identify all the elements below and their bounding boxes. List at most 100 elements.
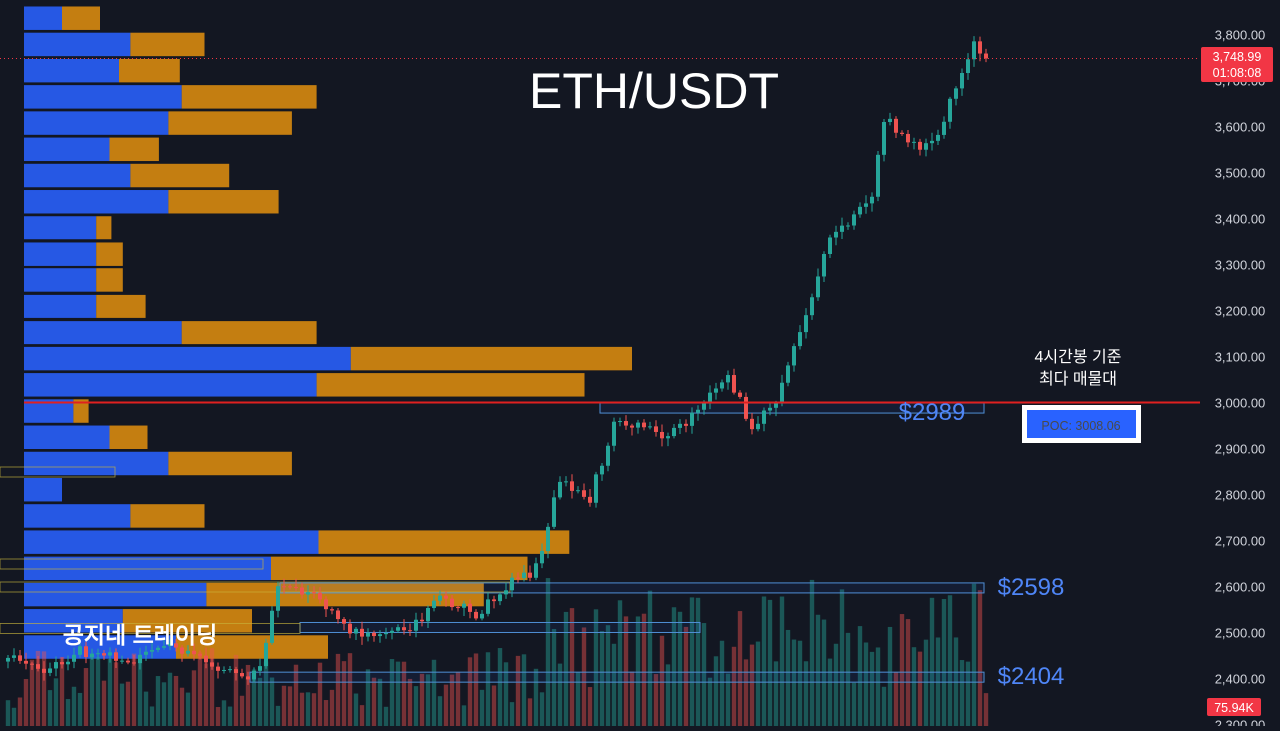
candle-body-139 [840,225,844,232]
volume-bar-125 [755,641,761,726]
y-tick-label: 3,400.00 [1215,212,1266,227]
volume-bar-76 [461,705,467,726]
candle-body-121 [732,375,736,393]
volume-bar-46 [281,685,287,726]
candle-body-135 [816,276,820,298]
volume-bar-51 [311,693,317,726]
volume-bar-121 [731,646,737,726]
volume-bar-61 [371,677,377,726]
volume-bar-6 [41,651,47,726]
candle-body-78 [474,611,478,619]
candle-body-76 [462,603,466,608]
poc-label-box[interactable]: POC: 3008.06 [1022,405,1141,443]
candle-body-25 [156,647,160,650]
volume-bar-120 [725,673,731,726]
yellow-level-1 [0,558,264,570]
candle-body-93 [564,481,568,483]
volume-bar-49 [299,692,305,726]
candle-body-92 [558,481,562,498]
candle-body-58 [354,628,358,634]
candle-body-66 [402,627,406,631]
candle-body-26 [162,646,166,648]
profile-down-bar-13 [350,346,632,371]
candle-body-161 [972,41,976,60]
candle-body-122 [738,392,742,397]
volume-bar-22 [137,658,143,726]
volume-bar-118 [713,656,719,726]
volume-bar-107 [647,590,653,726]
candle-body-114 [690,412,694,426]
level-label-2404: $2404 [998,663,1065,690]
volume-bar-50 [305,692,311,726]
volume-bar-7 [47,690,53,726]
volume-bar-143 [863,642,869,726]
countdown-text: 01:08:08 [1213,66,1262,80]
candle-body-158 [954,88,958,99]
volume-bar-66 [401,661,407,726]
candle-body-118 [714,388,718,393]
volume-bar-2 [17,697,23,726]
candle-body-23 [144,651,148,655]
candle-body-37 [228,669,232,671]
candle-body-27 [168,643,172,647]
volume-bar-0 [5,700,11,726]
volume-bar-130 [785,629,791,726]
volume-bar-16 [101,680,107,726]
volume-bar-142 [857,626,863,726]
candle-body-88 [534,563,538,578]
candle-body-73 [444,595,448,599]
volume-bar-109 [659,635,665,726]
profile-down-bar-19 [130,504,205,528]
candle-body-24 [150,649,154,652]
candle-body-127 [768,407,772,411]
candle-body-137 [828,237,832,254]
volume-bar-97 [587,687,593,726]
candle-body-68 [414,619,418,631]
candle-body-10 [66,661,70,665]
candle-body-59 [360,628,364,637]
candle-body-130 [786,365,790,383]
volume-bar-10 [65,699,71,726]
volume-bar-34 [209,648,215,726]
profile-up-bar-0 [24,6,62,30]
volume-bar-30 [185,692,191,726]
candle-body-15 [96,653,100,655]
candle-body-85 [516,577,520,579]
candle-body-162 [978,41,982,54]
profile-down-bar-5 [109,137,159,162]
candle-body-108 [654,426,658,432]
candle-body-101 [612,421,616,446]
candle-body-38 [234,669,238,674]
candle-body-98 [594,474,598,503]
volume-bar-15 [95,657,101,726]
y-tick-label: 2,400.00 [1215,672,1266,687]
candle-body-71 [432,600,436,608]
candle-body-145 [876,154,880,197]
volume-bar-19 [119,683,125,726]
volume-bar-99 [599,631,605,726]
profile-up-bar-8 [24,216,97,240]
candle-body-140 [846,225,850,227]
volume-bar-3 [23,679,29,726]
profile-up-bar-20 [24,530,319,554]
volume-bar-105 [635,616,641,726]
volume-bar-41 [251,669,257,726]
candle-body-83 [504,590,508,595]
volume-bar-106 [641,613,647,726]
volume-bar-86 [521,654,527,726]
candle-body-52 [318,592,322,600]
candle-body-100 [606,445,610,466]
volume-bar-82 [497,648,503,726]
volume-bar-144 [869,651,875,726]
volume-bar-62 [377,678,383,726]
volume-bar-43 [263,661,269,726]
volume-bar-117 [707,677,713,726]
profile-down-bar-4 [168,111,292,135]
candle-body-91 [552,497,556,527]
volume-bar-160 [965,661,971,726]
volume-bar-114 [689,597,695,726]
volume-bar-102 [617,600,623,726]
candle-body-103 [624,421,628,426]
candle-body-155 [936,134,940,141]
